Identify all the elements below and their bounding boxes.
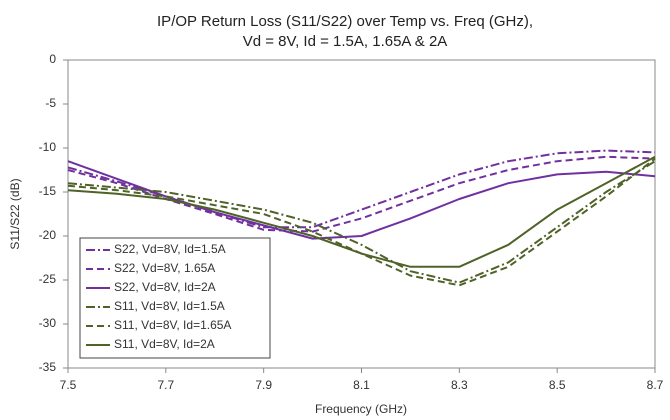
legend-label: S11, Vd=8V, Id=1.65A xyxy=(114,318,231,332)
legend-label: S22, Vd=8V, 1.65A xyxy=(114,261,215,275)
legend-label: S22, Vd=8V, Id=2A xyxy=(114,280,216,294)
x-axis-label: Frequency (GHz) xyxy=(315,402,407,416)
legend-label: S11, Vd=8V, Id=1.5A xyxy=(114,299,225,313)
legend-label: S22, Vd=8V, Id=1.5A xyxy=(114,242,226,256)
x-tick-label: 7.7 xyxy=(157,378,174,392)
series-line xyxy=(67,149,656,229)
x-tick-label: 7.5 xyxy=(60,378,77,392)
x-tick-label: 8.5 xyxy=(549,378,566,392)
y-tick-label: -15 xyxy=(39,184,57,198)
y-tick-label: -20 xyxy=(39,228,57,242)
chart-title: Vd = 8V, Id = 1.5A, 1.65A & 2A xyxy=(243,33,448,50)
y-tick-label: -5 xyxy=(45,96,56,110)
y-axis-label: S11/S22 (dB) xyxy=(8,178,22,249)
legend-label: S11, Vd=8V, Id=2A xyxy=(114,337,215,351)
legend-box xyxy=(79,237,271,359)
x-tick-label: 8.1 xyxy=(353,378,370,392)
y-tick-label: -10 xyxy=(39,140,57,154)
x-tick-label: 7.9 xyxy=(255,378,272,392)
y-tick-label: -35 xyxy=(39,360,57,374)
y-tick-label: -30 xyxy=(39,316,57,330)
series-line xyxy=(67,155,656,268)
series-line xyxy=(67,160,656,240)
y-tick-label: 0 xyxy=(49,52,56,66)
x-tick-label: 8.3 xyxy=(451,378,468,392)
chart-title: IP/OP Return Loss (S11/S22) over Temp vs… xyxy=(157,13,533,30)
y-tick-label: -25 xyxy=(39,272,57,286)
x-tick-label: 8.7 xyxy=(647,378,664,392)
series-line xyxy=(67,160,656,284)
